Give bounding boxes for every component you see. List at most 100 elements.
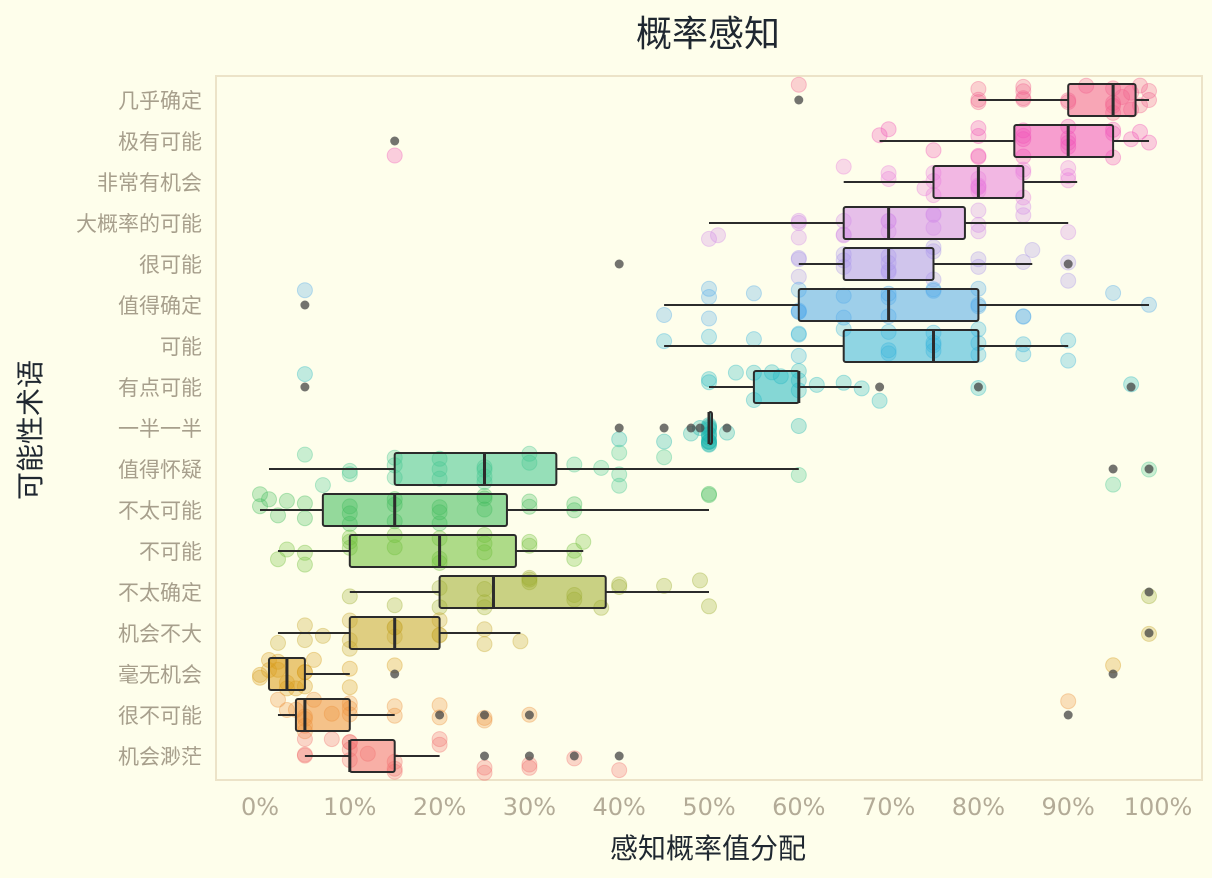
strip-point bbox=[835, 374, 852, 391]
strip-point bbox=[611, 444, 628, 461]
outlier-point bbox=[1063, 710, 1073, 720]
x-tick-label: 40% bbox=[593, 793, 646, 821]
strip-point bbox=[1015, 308, 1032, 325]
y-tick-label: 极有可能 bbox=[118, 130, 202, 154]
strip-point bbox=[871, 392, 888, 409]
strip-point bbox=[611, 579, 628, 595]
strip-point bbox=[305, 651, 322, 668]
strip-point bbox=[880, 165, 897, 182]
strip-point bbox=[1123, 131, 1140, 148]
x-tick-label: 0% bbox=[241, 793, 279, 821]
strip-point bbox=[1060, 272, 1077, 289]
strip-point bbox=[252, 486, 268, 503]
strip-point bbox=[701, 374, 717, 391]
outlier-point bbox=[569, 751, 579, 761]
strip-point bbox=[701, 598, 717, 615]
y-tick-label: 毫无机会 bbox=[118, 663, 202, 687]
strip-point bbox=[278, 702, 295, 718]
strip-point bbox=[1141, 83, 1157, 99]
strip-point bbox=[512, 633, 529, 650]
strip-point bbox=[727, 364, 744, 381]
outlier-point bbox=[659, 423, 669, 433]
strip-point bbox=[431, 731, 448, 748]
strip-point bbox=[790, 418, 807, 434]
x-tick-label: 30% bbox=[503, 793, 556, 821]
strip-point bbox=[808, 376, 825, 393]
x-tick-label: 60% bbox=[772, 793, 825, 821]
outlier-point bbox=[722, 423, 732, 433]
strip-point bbox=[970, 81, 987, 97]
outlier-point bbox=[300, 300, 310, 310]
strip-point bbox=[1015, 308, 1032, 325]
strip-point bbox=[1015, 198, 1032, 215]
strip-point bbox=[1015, 90, 1032, 107]
strip-point bbox=[1105, 476, 1122, 493]
x-tick-label: 10% bbox=[323, 793, 376, 821]
plot-frame bbox=[215, 75, 1203, 781]
strip-point bbox=[656, 433, 673, 450]
strip-point bbox=[1015, 78, 1032, 95]
strip-point bbox=[880, 171, 897, 187]
outlier-point bbox=[480, 710, 489, 720]
y-tick-label: 不太确定 bbox=[118, 581, 202, 605]
strip-point bbox=[1060, 172, 1077, 189]
outlier-point bbox=[875, 382, 885, 392]
strip-point bbox=[296, 366, 313, 383]
y-tick-label: 大概率的可能 bbox=[76, 212, 202, 236]
y-tick-label: 几乎确定 bbox=[118, 89, 202, 113]
strip-point bbox=[1060, 352, 1077, 369]
outlier-point bbox=[1144, 628, 1154, 638]
outlier-point bbox=[1063, 259, 1073, 269]
strip-point bbox=[701, 280, 717, 297]
y-tick-label: 可能 bbox=[160, 335, 202, 359]
strip-point bbox=[970, 251, 987, 268]
strip-point bbox=[790, 325, 807, 342]
strip-point bbox=[790, 467, 807, 483]
strip-point bbox=[692, 572, 708, 589]
strip-point bbox=[1060, 160, 1077, 177]
outlier-point bbox=[480, 751, 489, 761]
y-tick-label: 机会渺茫 bbox=[118, 745, 202, 769]
box-layer bbox=[260, 83, 1154, 773]
strip-point bbox=[386, 597, 403, 614]
strip-point bbox=[745, 285, 762, 302]
strip-point bbox=[701, 487, 717, 504]
strip-point bbox=[656, 307, 673, 323]
strip-point bbox=[611, 431, 628, 448]
strip-point bbox=[880, 121, 897, 138]
strip-point bbox=[1015, 83, 1032, 100]
strip-point bbox=[790, 212, 807, 229]
strip-point bbox=[970, 128, 987, 144]
strip-point bbox=[970, 94, 987, 111]
strip-point bbox=[1132, 123, 1148, 140]
x-axis-label: 感知概率值分配 bbox=[610, 832, 806, 865]
outlier-point bbox=[300, 382, 310, 392]
strip-point bbox=[270, 634, 286, 651]
strip-point bbox=[314, 627, 331, 644]
outlier-point bbox=[695, 423, 705, 433]
strip-point bbox=[278, 541, 295, 558]
strip-point bbox=[970, 258, 987, 275]
strip-point bbox=[745, 331, 762, 348]
strip-point bbox=[1015, 254, 1032, 270]
strip-point bbox=[476, 764, 493, 781]
x-tick-labels: 0% 10% 20% 30% 40% 50% 60% 70% 80% 90% 100% bbox=[241, 793, 1192, 821]
strip-point bbox=[1015, 336, 1032, 353]
strip-point bbox=[252, 666, 268, 683]
strip-point bbox=[970, 120, 987, 137]
strip-point bbox=[341, 679, 358, 696]
strip-point bbox=[871, 127, 888, 144]
outlier-point bbox=[390, 136, 400, 146]
strip-point bbox=[252, 669, 268, 686]
strip-point bbox=[314, 477, 331, 494]
strip-point bbox=[611, 477, 628, 494]
strip-point bbox=[261, 491, 277, 508]
strip-point bbox=[341, 462, 358, 479]
strip-point bbox=[296, 556, 313, 573]
strip-point bbox=[611, 762, 628, 779]
strip-point bbox=[790, 326, 807, 343]
outlier-point bbox=[614, 751, 624, 761]
strip-point bbox=[593, 459, 610, 476]
strip-point bbox=[1015, 346, 1032, 363]
strip-point bbox=[296, 731, 313, 747]
